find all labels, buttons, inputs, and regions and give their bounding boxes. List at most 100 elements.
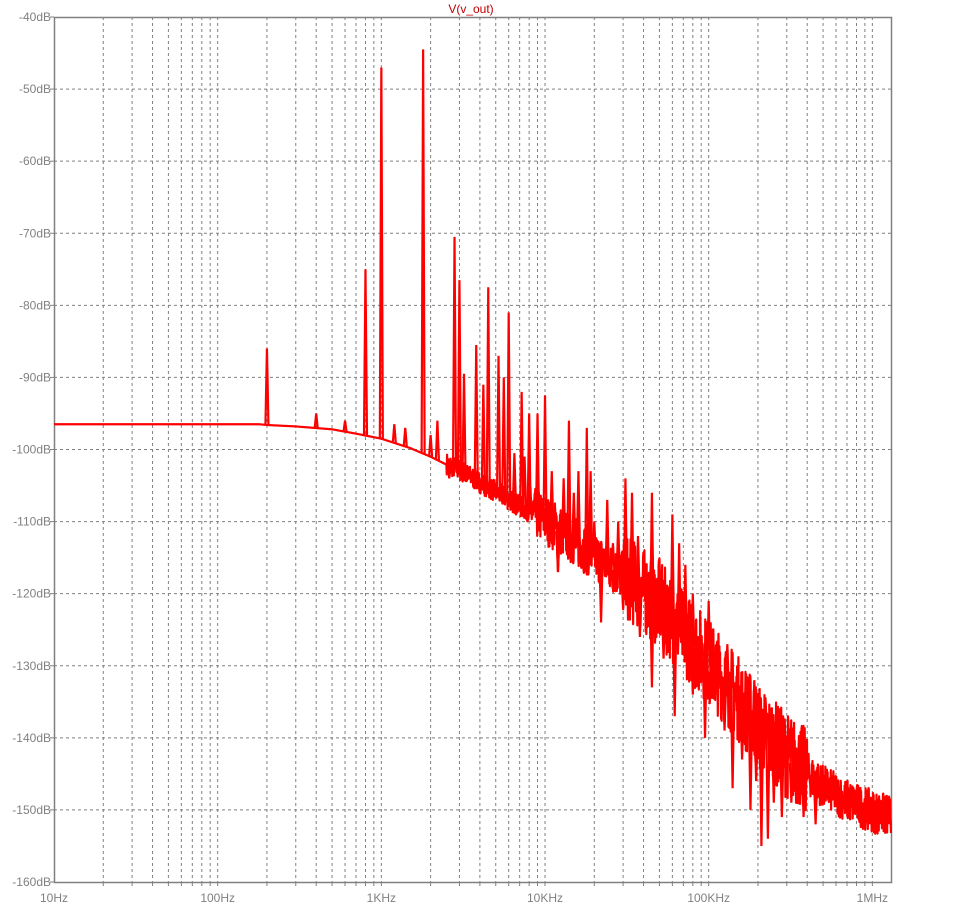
spectral-peak [428,435,434,457]
spectral-peak [656,557,663,609]
spectral-peak [698,636,704,658]
spectral-peak [588,471,594,556]
spectral-dip [649,602,655,688]
spectral-peak [706,600,712,666]
plot-frame [53,16,893,884]
spectral-dip [660,613,667,659]
spectral-peak [776,730,782,753]
spectral-peak [615,521,621,576]
y-tick-label: -140dB [12,731,51,745]
y-tick-label: -120dB [12,587,51,601]
spectral-peak [362,269,369,436]
spectral-dip [739,708,745,760]
spectral-peak [506,312,512,501]
spectral-peak [635,535,641,592]
spectral-peak [768,723,774,744]
spectral-dip [463,474,469,483]
spectral-peak [795,759,801,769]
spectral-peak [519,391,525,509]
spectral-peak [402,427,408,447]
spectral-peak [434,420,440,461]
spectral-peak [584,427,590,553]
spectral-dip [680,636,686,652]
spectral-peak [622,478,629,582]
series-v-out [54,49,892,846]
y-tick-label: -40dB [19,10,51,24]
chart-title: V(v_out) [448,2,493,16]
spectral-dip [690,647,696,695]
spectral-dip [672,626,678,717]
y-tick-label: -150dB [12,803,51,817]
grid [54,17,891,882]
spectral-peak [420,49,426,454]
spectral-dip [637,592,643,637]
spectral-peak [534,413,541,518]
spectral-peak [804,772,810,777]
spectral-dip [812,782,819,825]
x-tick-label: 1MHz [857,891,888,905]
spectral-peak [682,564,688,640]
spectral-peak [521,456,528,510]
series-line [54,423,892,835]
spectral-dip [721,685,728,731]
y-tick-label: -80dB [19,298,51,312]
spectral-peak [552,507,558,530]
spectral-dip [712,674,719,695]
y-axis-tick-labels: -40dB -50dB -60dB -70dB -80dB -90dB -100dB -110… [12,10,51,889]
spectral-dip [747,720,754,810]
spectral-peak [676,543,682,632]
spectral-peak [716,651,722,679]
spectral-peak [751,680,757,726]
y-tick-label: -110dB [13,515,51,529]
spectral-peak [495,355,502,495]
x-axis-tick-labels: 10Hz 100Hz 1KHz 10KHz 100KHz 1MHz [40,891,888,905]
spectral-peak [378,67,384,439]
spectral-peak [629,492,635,587]
x-tick-label: 1KHz [367,891,396,905]
spectral-peak [640,571,647,596]
minor-ticks [50,16,873,886]
spectral-peak [264,348,270,426]
spectral-peak [549,471,555,527]
spectral-peak [566,420,572,540]
spectral-dip [788,763,794,803]
spectral-peak [561,478,567,536]
y-tick-label: -60dB [19,154,51,168]
x-tick-label: 10KHz [527,891,563,905]
spectral-peak [451,236,458,469]
spectral-dip [765,740,771,839]
spectral-peak [571,492,577,544]
spectral-peak [724,644,730,690]
x-tick-label: 100Hz [200,891,235,905]
spectral-dip [729,695,736,789]
spectral-peak [542,395,548,522]
y-tick-label: -50dB [19,82,51,96]
spectral-dip [555,531,561,573]
spectral-peak [391,424,397,443]
y-tick-label: -100dB [12,443,51,457]
spectral-dip [477,483,483,493]
spectral-peak [511,453,517,505]
y-tick-label: -70dB [19,226,51,240]
spectral-peak [473,344,479,482]
spectral-dip [771,746,777,803]
spectral-peak [575,471,582,547]
spectral-dip [758,734,765,846]
spectral-dip [800,772,807,818]
x-tick-label: 10Hz [40,891,68,905]
spectral-peak [690,593,696,648]
spectral-dip [753,728,759,782]
y-tick-label: -160dB [12,875,51,889]
spectral-peak [786,744,792,762]
y-tick-label: -90dB [19,370,51,384]
spectral-dip [610,571,616,580]
spectral-dip [575,540,581,547]
y-tick-label: -130dB [12,659,51,673]
spectral-peak [649,492,655,603]
spectral-peak [313,413,319,429]
spectral-peak [663,586,669,617]
spectral-peak [526,413,532,513]
spectral-peak [758,708,765,735]
spectral-peak [480,384,486,486]
